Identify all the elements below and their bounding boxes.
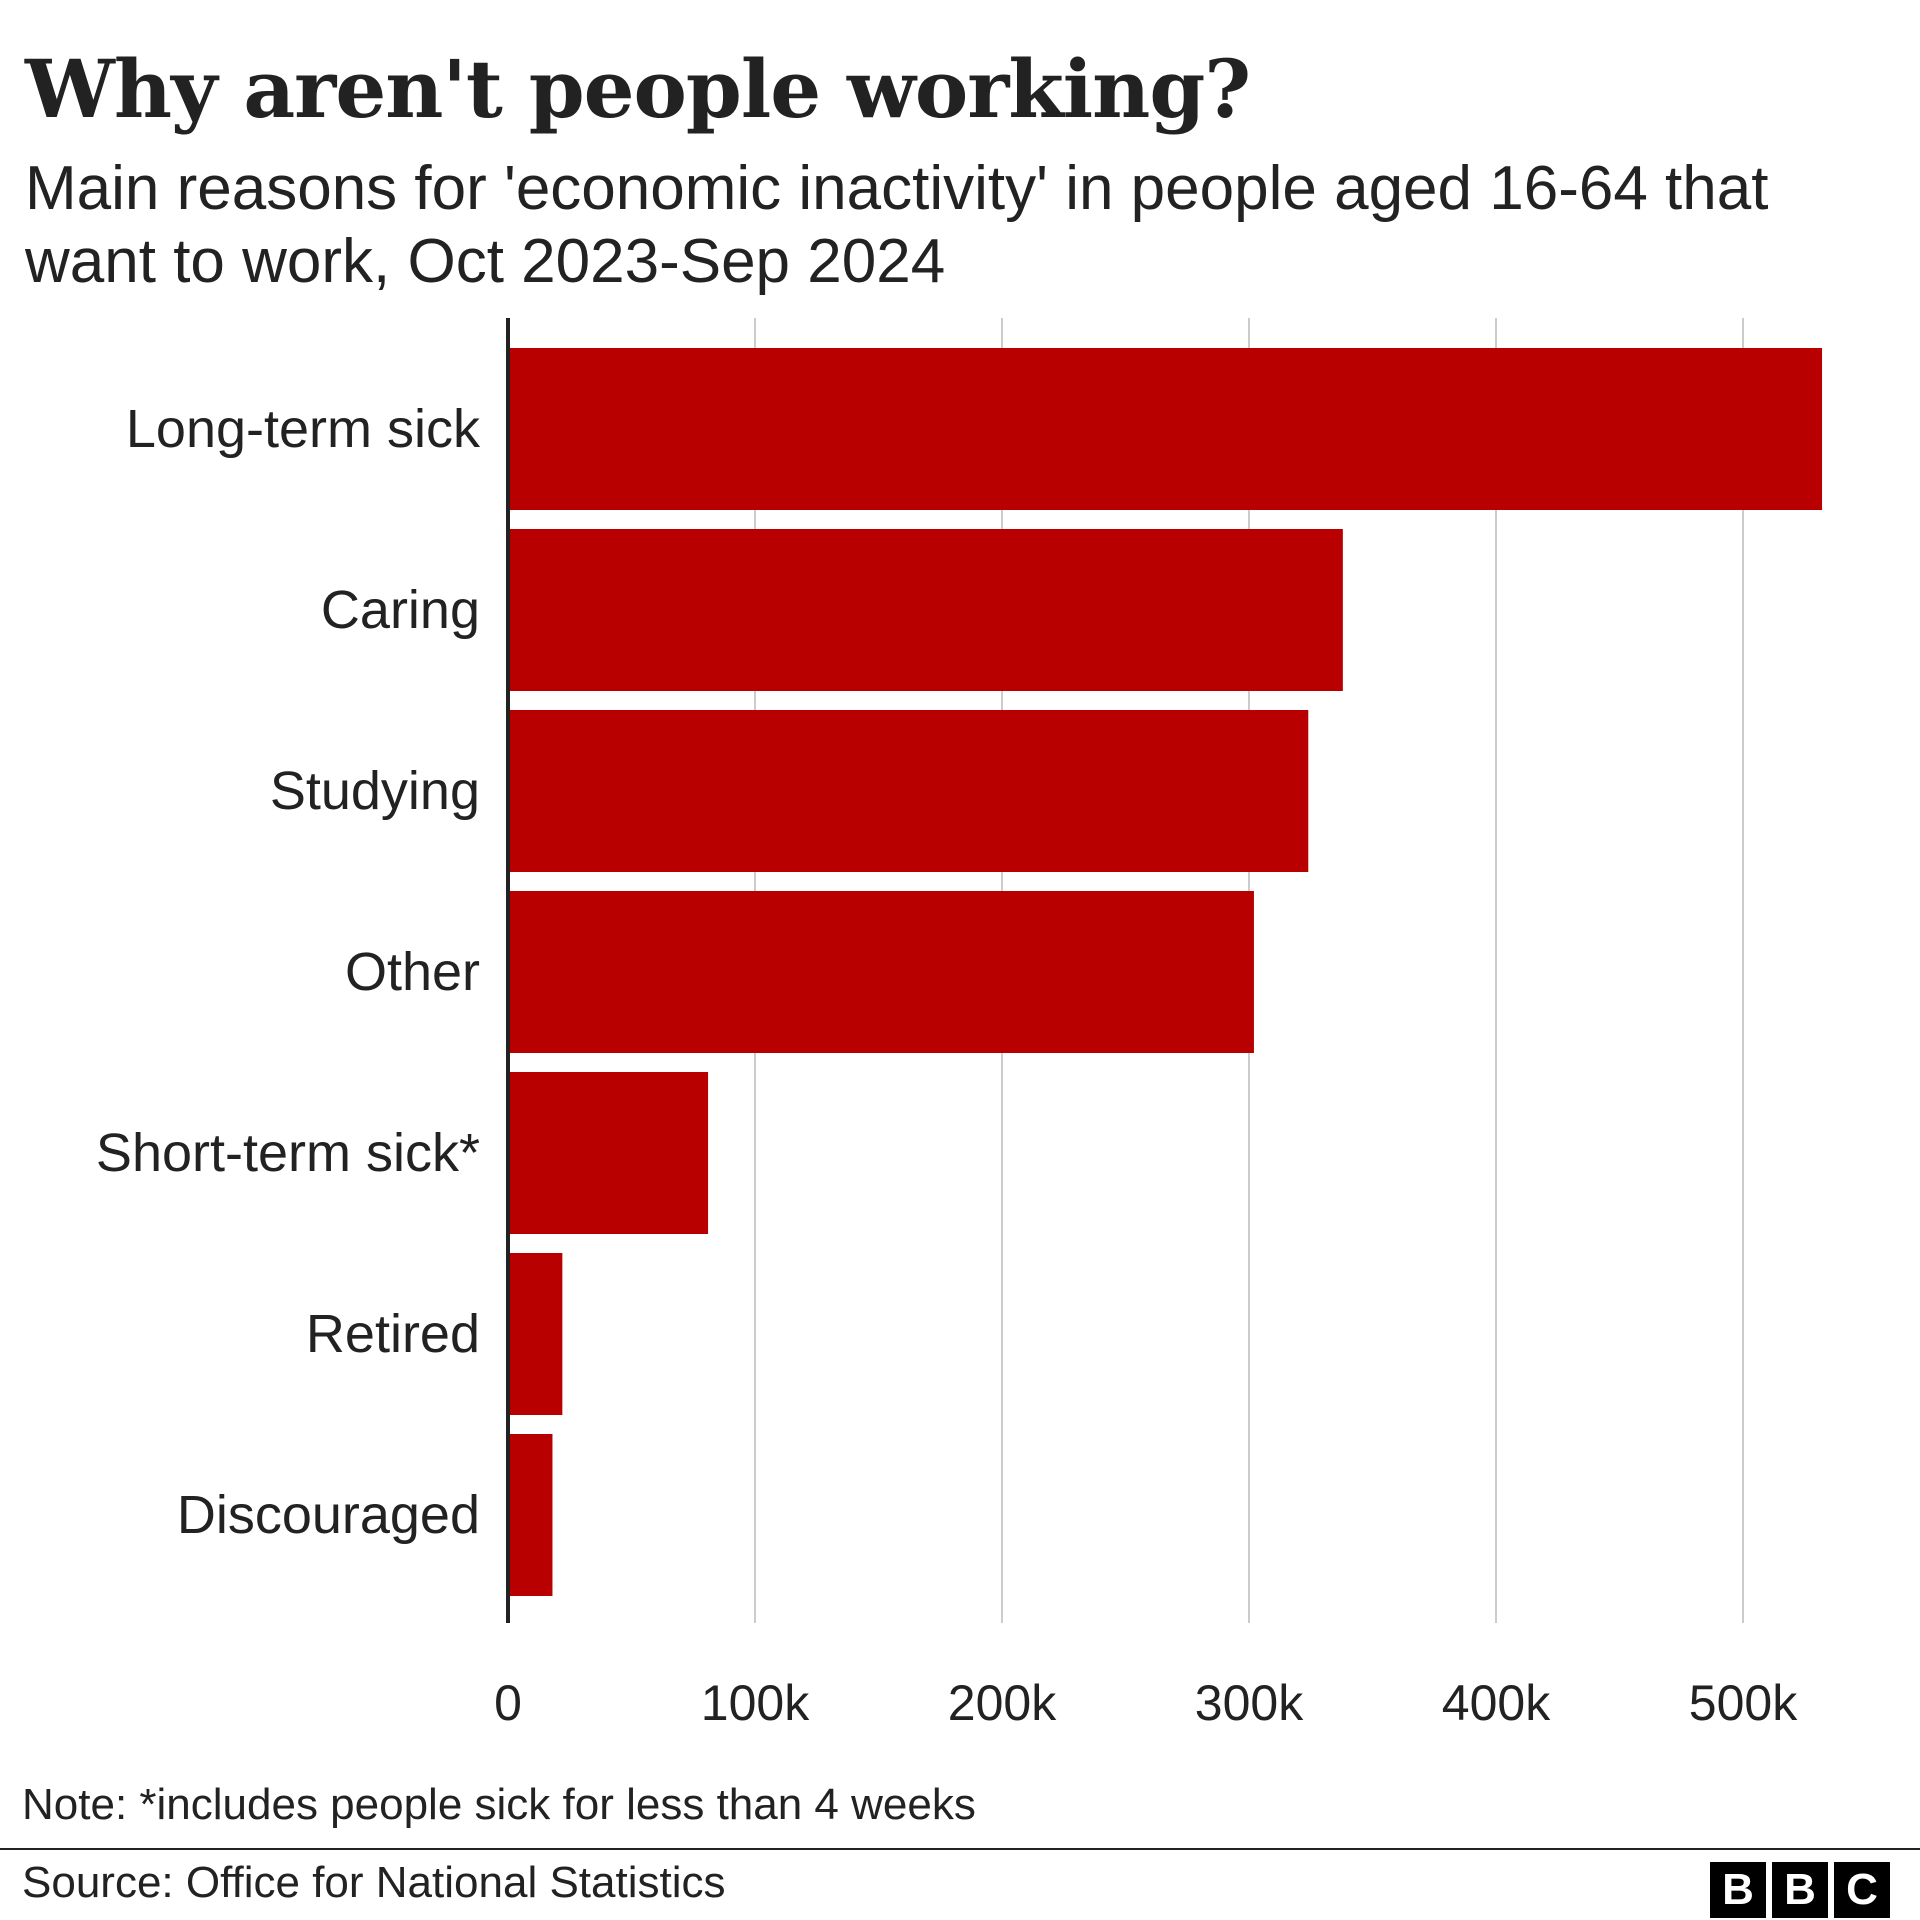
category-label: Short-term sick* <box>96 1123 480 1183</box>
bar <box>508 1253 563 1415</box>
category-label: Studying <box>270 761 480 821</box>
category-labels: Long-term sick Caring Studying Other Short-t… <box>96 399 481 1545</box>
category-label: Other <box>345 942 480 1002</box>
chart-subtitle: Main reasons for 'economic inactivity' i… <box>25 154 1769 296</box>
x-tick-label: 0 <box>494 1675 522 1731</box>
bar <box>508 529 1343 691</box>
bbc-logo: B B C <box>1710 1862 1890 1918</box>
x-tick-label: 200k <box>948 1675 1057 1731</box>
bar <box>508 1072 709 1234</box>
bar <box>508 1434 553 1596</box>
category-label: Retired <box>306 1304 480 1364</box>
x-tick-label: 100k <box>701 1675 810 1731</box>
bar <box>508 710 1309 872</box>
bar <box>508 891 1254 1053</box>
logo-letter: B <box>1710 1862 1766 1918</box>
footer-divider <box>0 1848 1920 1850</box>
x-tick-label: 400k <box>1442 1675 1551 1731</box>
category-label: Caring <box>321 580 480 640</box>
x-tick-label: 300k <box>1195 1675 1304 1731</box>
chart-note: Note: *includes people sick for less tha… <box>22 1780 976 1829</box>
logo-letter: B <box>1772 1862 1828 1918</box>
x-tick-label: 500k <box>1689 1675 1798 1731</box>
tick-labels: 0 100k 200k 300k 400k 500k <box>494 1675 1798 1731</box>
logo-letter: C <box>1834 1862 1890 1918</box>
category-label: Discouraged <box>177 1485 480 1545</box>
bar <box>508 348 1823 510</box>
category-label: Long-term sick <box>126 399 481 459</box>
chart-title: Why aren't people working? <box>25 42 1251 136</box>
bar-chart: Long-term sick Caring Studying Other Short-t… <box>96 318 1823 1731</box>
source-label: Source: Office for National Statistics <box>22 1858 726 1907</box>
bars <box>508 348 1823 1596</box>
